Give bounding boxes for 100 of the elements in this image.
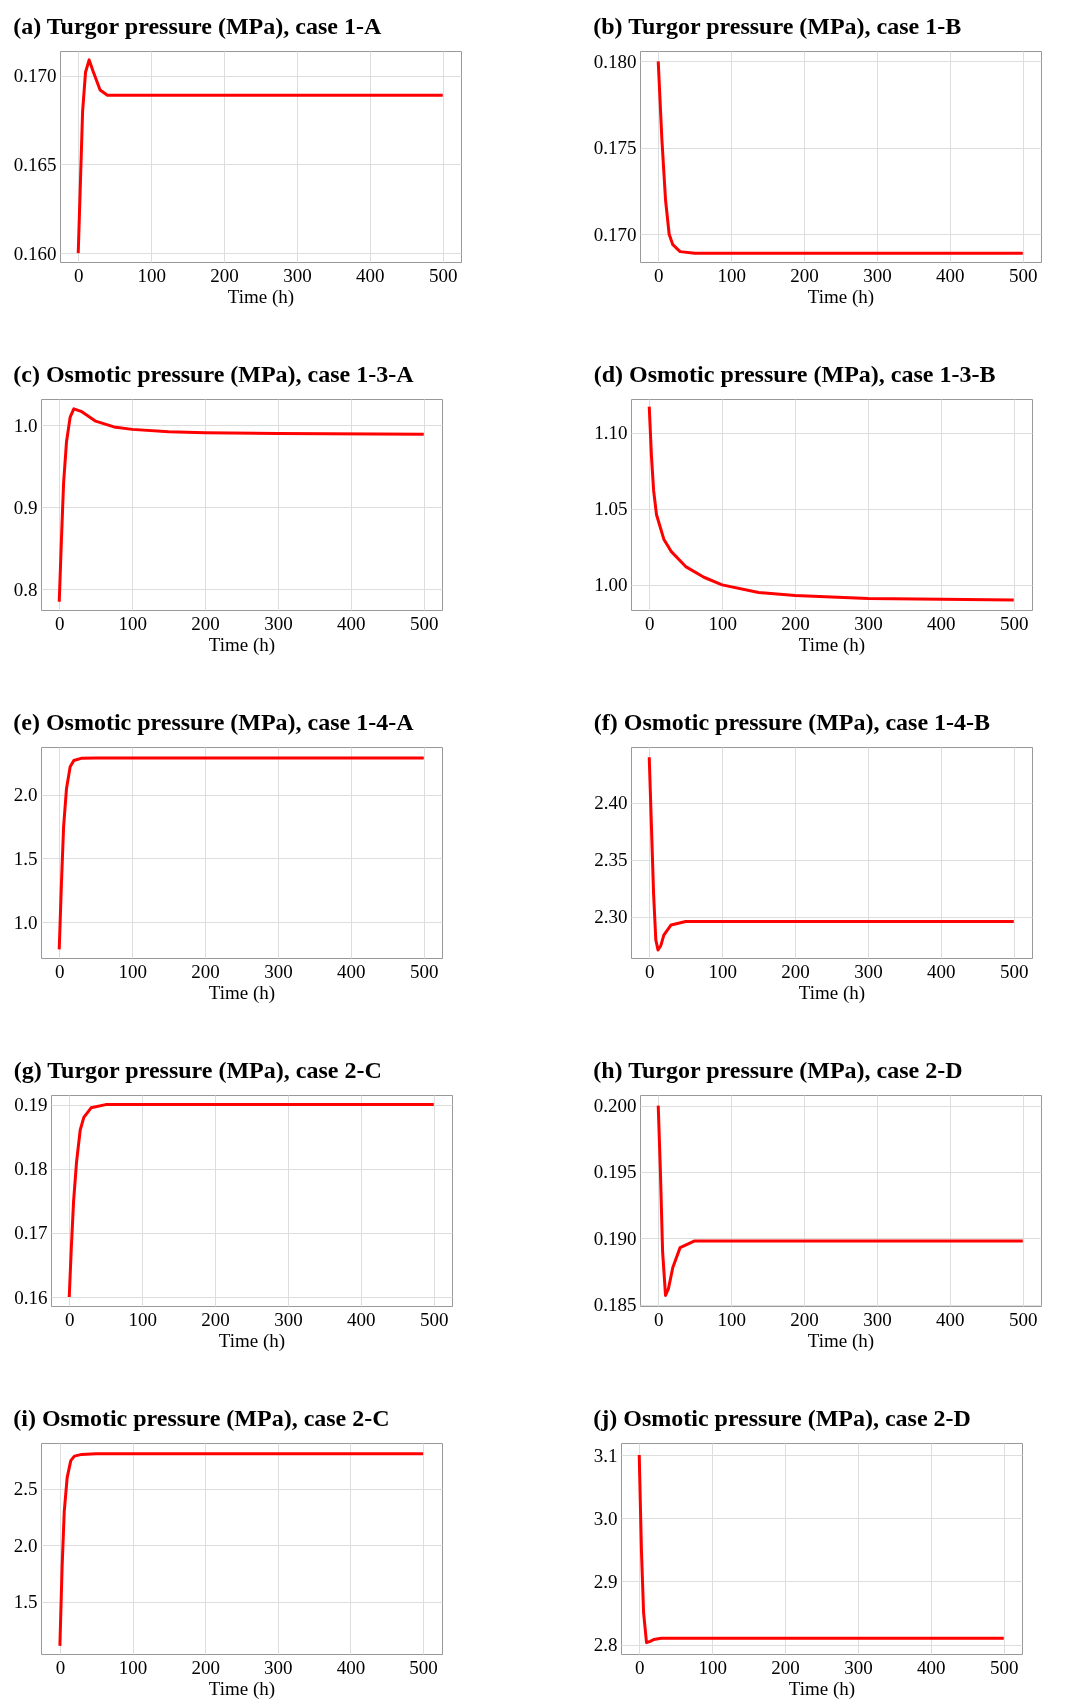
y-tick-label: 1.0 bbox=[13, 911, 38, 933]
x-tick-label: 400 bbox=[336, 1656, 366, 1678]
x-tick-label: 200 bbox=[781, 960, 810, 982]
x-tick-label: 500 bbox=[1009, 264, 1038, 286]
chart-title: (a) Turgor pressure (MPa), case 1-A bbox=[13, 13, 382, 39]
x-tick-label: 300 bbox=[264, 612, 293, 634]
x-tick-label: 0 bbox=[54, 612, 65, 634]
chart-title: (c) Osmotic pressure (MPa), case 1-3-A bbox=[13, 361, 415, 387]
x-tick-label: 200 bbox=[790, 1308, 819, 1330]
x-tick-label: 100 bbox=[708, 612, 737, 634]
x-axis-title: Time (h) bbox=[807, 285, 875, 308]
x-tick-label: 100 bbox=[118, 960, 147, 982]
x-tick-label: 400 bbox=[927, 960, 956, 982]
y-tick-label: 0.165 bbox=[13, 153, 57, 175]
x-tick-label: 500 bbox=[1000, 960, 1029, 982]
x-tick-label: 0 bbox=[653, 1308, 664, 1330]
x-tick-label: 500 bbox=[420, 1308, 449, 1330]
x-tick-label: 500 bbox=[410, 960, 439, 982]
x-tick-label: 0 bbox=[64, 1308, 75, 1330]
chart-title: (d) Osmotic pressure (MPa), case 1-3-B bbox=[593, 361, 996, 387]
x-tick-label: 100 bbox=[118, 1656, 148, 1678]
x-tick-label: 300 bbox=[863, 264, 892, 286]
x-tick-label: 300 bbox=[264, 1656, 293, 1678]
y-tick-label: 0.18 bbox=[14, 1158, 48, 1180]
line-series bbox=[76, 58, 445, 255]
x-tick-label: 200 bbox=[201, 1308, 230, 1330]
y-tick-label: 1.0 bbox=[13, 414, 38, 436]
x-tick-label: 400 bbox=[927, 612, 956, 634]
y-tick-label: 3.0 bbox=[593, 1507, 618, 1529]
x-tick-label: 500 bbox=[410, 612, 439, 634]
x-tick-label: 300 bbox=[844, 1656, 873, 1678]
y-tick-label: 0.195 bbox=[593, 1161, 637, 1183]
x-tick-label: 200 bbox=[191, 1656, 220, 1678]
x-tick-label: 500 bbox=[1000, 612, 1029, 634]
line-series bbox=[57, 407, 426, 604]
y-tick-label: 0.16 bbox=[14, 1286, 48, 1308]
x-tick-label: 500 bbox=[1009, 1308, 1038, 1330]
x-tick-label: 100 bbox=[137, 264, 166, 286]
x-tick-label: 300 bbox=[863, 1308, 892, 1330]
y-tick-label: 0.200 bbox=[593, 1095, 637, 1117]
y-tick-label: 2.0 bbox=[13, 784, 38, 806]
x-tick-label: 200 bbox=[790, 264, 819, 286]
chart-title: (g) Turgor pressure (MPa), case 2-C bbox=[13, 1057, 382, 1083]
x-tick-label: 200 bbox=[210, 264, 239, 286]
y-tick-label: 0.180 bbox=[593, 50, 637, 72]
y-tick-label: 0.160 bbox=[13, 242, 57, 264]
x-tick-label: 500 bbox=[409, 1656, 438, 1678]
line-series bbox=[647, 755, 1016, 952]
x-tick-label: 200 bbox=[771, 1656, 800, 1678]
x-tick-label: 200 bbox=[191, 960, 220, 982]
x-axis-title: Time (h) bbox=[208, 633, 276, 656]
line-series bbox=[57, 756, 426, 951]
y-tick-label: 2.8 bbox=[593, 1634, 618, 1656]
x-tick-label: 500 bbox=[990, 1656, 1019, 1678]
x-tick-label: 500 bbox=[429, 264, 458, 286]
x-axis-title: Time (h) bbox=[227, 285, 295, 308]
y-tick-label: 0.19 bbox=[14, 1094, 48, 1116]
y-tick-label: 0.175 bbox=[593, 137, 637, 159]
x-tick-label: 400 bbox=[337, 612, 366, 634]
y-tick-label: 2.35 bbox=[594, 849, 628, 871]
y-tick-label: 0.190 bbox=[593, 1227, 637, 1249]
y-tick-label: 1.5 bbox=[13, 1591, 38, 1613]
x-tick-label: 100 bbox=[717, 1308, 746, 1330]
x-tick-label: 100 bbox=[128, 1308, 157, 1330]
x-axis-title: Time (h) bbox=[208, 1677, 276, 1700]
chart-title: (e) Osmotic pressure (MPa), case 1-4-A bbox=[13, 709, 415, 735]
x-axis-title: Time (h) bbox=[798, 633, 866, 656]
x-tick-label: 0 bbox=[653, 264, 664, 286]
x-tick-label: 100 bbox=[698, 1656, 727, 1678]
y-tick-label: 2.40 bbox=[594, 792, 628, 814]
y-tick-label: 2.9 bbox=[593, 1570, 618, 1592]
chart-title: (j) Osmotic pressure (MPa), case 2-D bbox=[593, 1405, 971, 1431]
chart-title: (h) Turgor pressure (MPa), case 2-D bbox=[593, 1057, 963, 1083]
x-tick-label: 300 bbox=[264, 960, 293, 982]
x-tick-label: 300 bbox=[283, 264, 312, 286]
y-tick-label: 1.10 bbox=[594, 422, 628, 444]
y-tick-label: 2.30 bbox=[594, 906, 628, 928]
x-tick-label: 300 bbox=[854, 960, 883, 982]
x-tick-label: 0 bbox=[73, 264, 84, 286]
y-tick-label: 1.00 bbox=[594, 574, 628, 596]
line-series bbox=[656, 59, 1025, 255]
x-tick-label: 0 bbox=[55, 1656, 66, 1678]
y-tick-label: 1.05 bbox=[594, 498, 628, 520]
line-series bbox=[67, 1103, 436, 1299]
x-tick-label: 400 bbox=[337, 960, 366, 982]
x-tick-label: 400 bbox=[917, 1656, 946, 1678]
y-tick-label: 0.170 bbox=[13, 65, 57, 87]
y-tick-label: 2.5 bbox=[13, 1478, 38, 1500]
x-tick-label: 300 bbox=[274, 1308, 303, 1330]
x-tick-label: 0 bbox=[644, 612, 655, 634]
x-tick-label: 400 bbox=[356, 264, 385, 286]
y-tick-label: 2.0 bbox=[13, 1534, 38, 1556]
y-tick-label: 0.9 bbox=[13, 496, 38, 518]
y-tick-label: 0.17 bbox=[14, 1222, 48, 1244]
x-axis-title: Time (h) bbox=[788, 1677, 856, 1700]
x-tick-label: 100 bbox=[118, 612, 147, 634]
x-axis-title: Time (h) bbox=[807, 1329, 875, 1352]
y-tick-label: 0.185 bbox=[593, 1294, 637, 1316]
x-tick-label: 300 bbox=[854, 612, 883, 634]
x-tick-label: 400 bbox=[936, 1308, 965, 1330]
